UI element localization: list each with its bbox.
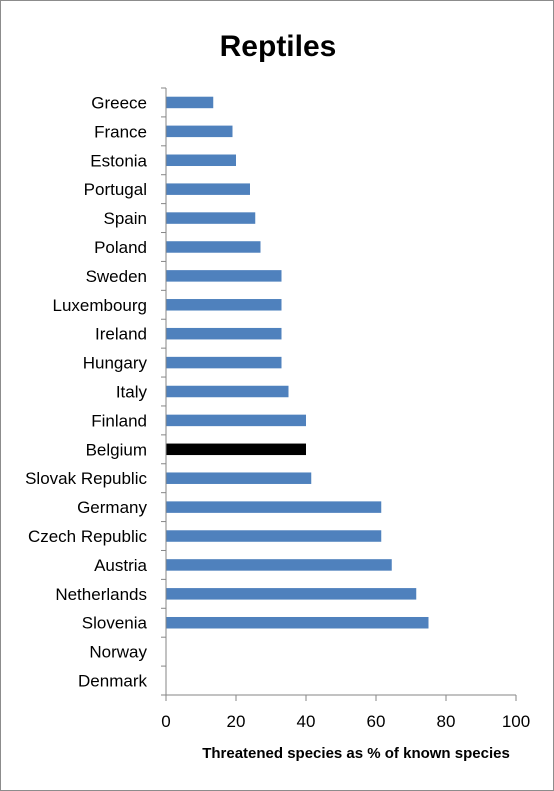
x-tick-label-20: 20 xyxy=(227,712,246,731)
bar-germany xyxy=(166,501,382,513)
bar-austria xyxy=(166,559,392,571)
bar-poland xyxy=(166,241,261,253)
category-label-norway: Norway xyxy=(89,643,147,662)
bar-italy xyxy=(166,385,289,398)
category-label-france: France xyxy=(94,122,147,141)
bar-hungary xyxy=(166,356,282,369)
bar-czech-republic xyxy=(166,530,382,542)
category-label-finland: Finland xyxy=(91,411,147,430)
x-axis-label: Threatened species as % of known species xyxy=(202,745,510,762)
category-label-slovak-republic: Slovak Republic xyxy=(25,469,147,488)
category-label-ireland: Ireland xyxy=(95,325,147,344)
x-tick-label-80: 80 xyxy=(437,712,456,731)
category-label-spain: Spain xyxy=(104,209,147,228)
category-label-italy: Italy xyxy=(116,383,148,402)
category-label-greece: Greece xyxy=(91,93,147,112)
category-label-estonia: Estonia xyxy=(90,151,147,170)
category-label-czech-republic: Czech Republic xyxy=(28,527,148,546)
bar-slovak-republic xyxy=(166,472,312,484)
bar-france xyxy=(166,125,233,138)
category-label-belgium: Belgium xyxy=(86,440,147,459)
bar-estonia xyxy=(166,154,236,167)
category-label-sweden: Sweden xyxy=(86,267,147,286)
bar-belgium xyxy=(166,443,306,456)
bar-slovenia xyxy=(166,616,429,629)
bar-ireland xyxy=(166,327,282,340)
category-label-luxembourg: Luxembourg xyxy=(52,296,147,315)
category-label-slovenia: Slovenia xyxy=(82,614,148,633)
category-label-hungary: Hungary xyxy=(83,354,148,373)
category-label-portugal: Portugal xyxy=(84,180,147,199)
x-tick-label-0: 0 xyxy=(161,712,170,731)
bar-luxembourg xyxy=(166,299,282,311)
category-label-germany: Germany xyxy=(77,498,147,517)
x-axis-ticks: 0 20 40 60 80 100 xyxy=(161,87,530,731)
category-label-poland: Poland xyxy=(94,238,147,257)
category-label-denmark: Denmark xyxy=(78,672,147,691)
bar-sweden xyxy=(166,270,282,282)
bar-spain xyxy=(166,212,256,224)
category-label-netherlands: Netherlands xyxy=(55,585,147,604)
x-tick-label-60: 60 xyxy=(367,712,386,731)
bar-netherlands xyxy=(166,588,417,600)
category-label-austria: Austria xyxy=(94,556,147,575)
category-labels: Greece France Estonia Portugal Spain Poland Sw… xyxy=(25,93,147,690)
bar-portugal xyxy=(166,183,250,195)
bar-finland xyxy=(166,414,306,427)
x-tick-label-100: 100 xyxy=(502,712,530,731)
bar-greece xyxy=(166,96,214,109)
bars-group xyxy=(166,96,429,629)
x-tick-label-40: 40 xyxy=(297,712,316,731)
chart-title: Reptiles xyxy=(220,30,337,63)
